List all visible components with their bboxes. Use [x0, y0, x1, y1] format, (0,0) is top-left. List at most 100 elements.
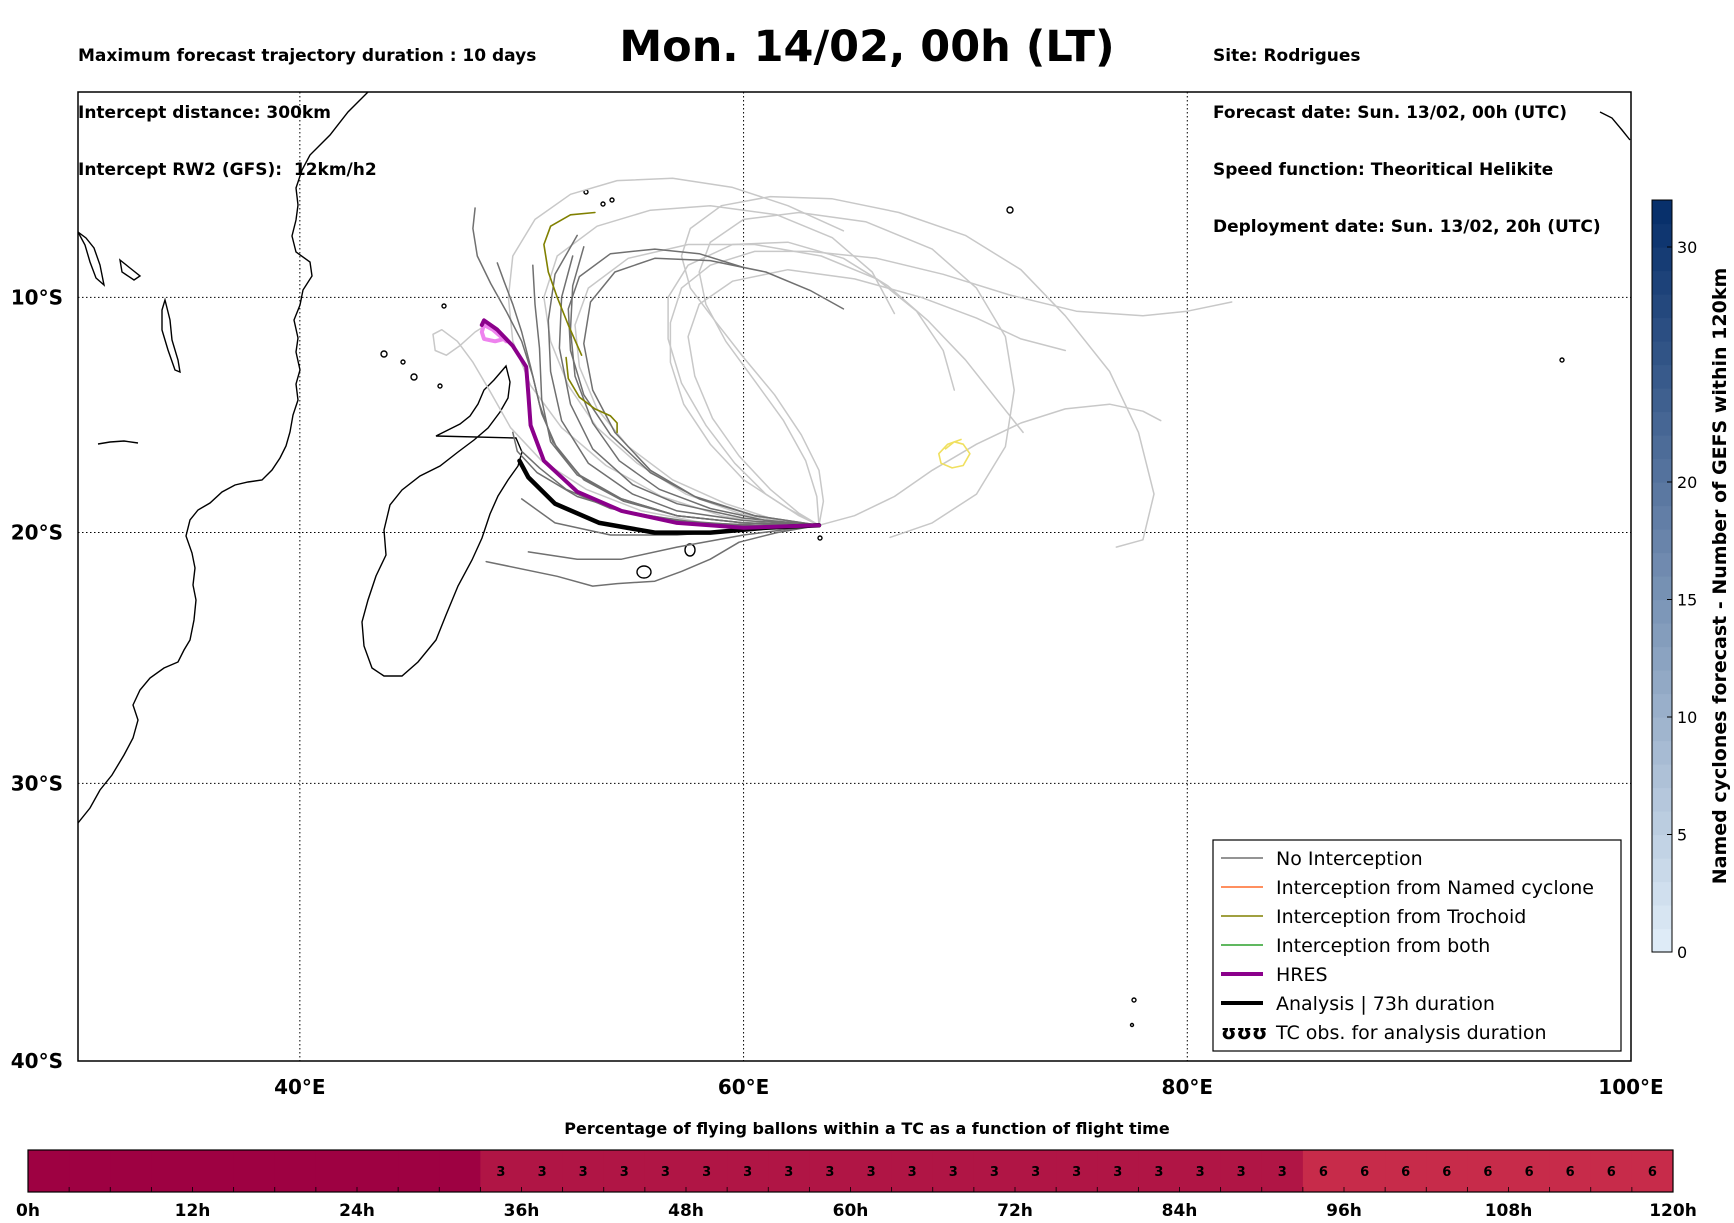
colorbar-step	[1652, 317, 1672, 342]
island	[1559, 357, 1565, 363]
legend-label: HRES	[1276, 964, 1328, 986]
comoros-island	[400, 359, 406, 365]
header-left-info: Maximum forecast trajectory duration : 1…	[78, 9, 536, 199]
flight-time-cell-value: 3	[784, 1165, 793, 1180]
flight-time-tick-label: 84h	[1162, 1201, 1198, 1221]
colorbar-step	[1652, 881, 1672, 906]
flight-time-cell	[1261, 1150, 1304, 1192]
flight-time-cell	[809, 1150, 852, 1192]
flight-time-cell-value: 3	[1237, 1165, 1246, 1180]
legend-swatch-tc-obs: ʊʊʊ	[1221, 1020, 1267, 1044]
flight-time-cell-value: 3	[867, 1165, 876, 1180]
x-tick-label: 40°E	[274, 1075, 326, 1099]
colorbar-step	[1652, 364, 1672, 389]
flight-time-cell	[768, 1150, 810, 1192]
header-left-line: Intercept distance: 300km	[78, 103, 331, 123]
map-grid	[78, 92, 1631, 1061]
map-axis-labels: 40°E 60°E 80°E 100°E 10°S 20°S 30°S 40°S	[11, 285, 1664, 1099]
trajectory-no-interception	[583, 257, 845, 527]
colorbar-tick-label: 0	[1677, 943, 1687, 962]
legend-label: Interception from Trochoid	[1276, 906, 1526, 928]
colorbar-step	[1652, 529, 1672, 554]
page-title: Mon. 14/02, 00h (LT)	[619, 22, 1115, 72]
flight-time-cell-value: 3	[949, 1165, 958, 1180]
africa-coastline	[78, 231, 106, 287]
flight-time-cell	[644, 1150, 687, 1192]
flight-time-cell	[1344, 1150, 1386, 1192]
africa-coastline	[78, 92, 369, 824]
map-frame	[77, 91, 1632, 1062]
coastline	[78, 92, 1631, 1028]
flight-time-cell-value: 3	[1196, 1165, 1205, 1180]
flight-time-tick-label: 12h	[175, 1201, 211, 1221]
y-tick-label: 10°S	[11, 285, 63, 309]
flight-time-tick-label: 96h	[1326, 1201, 1362, 1221]
comoros-island	[410, 373, 418, 381]
flight-time-cell-value: 3	[825, 1165, 834, 1180]
reunion-island	[636, 565, 652, 579]
colorbar-step	[1652, 787, 1672, 812]
flight-time-cell-value: 3	[702, 1165, 711, 1180]
asia-coastline	[1599, 111, 1631, 141]
trajectory-ensemble-light	[574, 243, 956, 527]
flight-time-cell	[1508, 1150, 1551, 1192]
header-left-line: Intercept RW2 (GFS): 12km/h2	[78, 160, 377, 180]
flight-time-cell	[398, 1150, 440, 1192]
island	[1131, 997, 1137, 1003]
header-right-line: Forecast date: Sun. 13/02, 00h (UTC)	[1213, 103, 1568, 123]
flight-time-cell	[357, 1150, 399, 1192]
trajectory-trochoid	[565, 356, 618, 434]
trajectory-ensemble-light	[507, 177, 845, 527]
flight-time-cell	[28, 1150, 70, 1192]
indian-ocean-island	[97, 440, 139, 445]
x-tick-label: 100°E	[1598, 1075, 1663, 1099]
flight-time-tick-label: 120h	[1649, 1201, 1697, 1221]
colorbar-frame	[1651, 199, 1673, 953]
flight-time-cell	[1302, 1150, 1345, 1192]
flight-time-cell	[315, 1150, 358, 1192]
colorbar-step	[1652, 740, 1672, 765]
colorbar-step	[1652, 341, 1672, 366]
trajectory-no-interception	[520, 450, 820, 527]
colorbar-step	[1652, 482, 1672, 507]
flight-time-cell	[151, 1150, 194, 1192]
flight-time-cell-value: 3	[579, 1165, 588, 1180]
flight-time-tick-label: 72h	[997, 1201, 1033, 1221]
trajectory-no-interception	[485, 524, 820, 587]
colorbar-step	[1652, 717, 1672, 742]
trajectory-lines	[432, 177, 1233, 587]
island	[1129, 1022, 1135, 1028]
header-right-line: Deployment date: Sun. 13/02, 20h (UTC)	[1213, 217, 1601, 237]
flight-time-cell	[192, 1150, 235, 1192]
flight-time-cell	[480, 1150, 522, 1192]
colorbar-tick-label: 5	[1677, 826, 1687, 845]
flight-time-cell	[233, 1150, 276, 1192]
map-legend: No Interception Interception from Named c…	[1212, 839, 1622, 1052]
flight-time-cell-value: 3	[743, 1165, 752, 1180]
comoros-island	[380, 350, 388, 358]
flight-time-cell	[727, 1150, 769, 1192]
colorbar-step	[1652, 247, 1672, 272]
indian-ocean-island	[119, 258, 142, 281]
flight-time-cell	[69, 1150, 111, 1192]
trajectory-hres	[479, 318, 821, 530]
flight-time-cell	[1549, 1150, 1592, 1192]
trajectory-ensemble-light	[687, 268, 1067, 527]
trajectory-no-interception	[496, 262, 820, 527]
flight-time-cell-value: 6	[1607, 1165, 1616, 1180]
header-left-line: Maximum forecast trajectory duration : 1…	[78, 46, 537, 66]
flight-time-cell-value: 6	[1525, 1165, 1534, 1180]
flight-time-cell	[850, 1150, 893, 1192]
colorbar-tick-label: 20	[1677, 473, 1697, 492]
trajectory-trochoid	[543, 211, 596, 357]
flight-time-cell	[1056, 1150, 1098, 1192]
flight-time-cell	[1097, 1150, 1139, 1192]
colorbar-step	[1652, 270, 1672, 295]
y-tick-label: 20°S	[11, 521, 63, 545]
trajectory-ensemble-light	[669, 250, 1233, 527]
flight-time-cell	[1179, 1150, 1222, 1192]
y-tick-label: 40°S	[11, 1049, 63, 1073]
flight-time-cell-value: 6	[1442, 1165, 1451, 1180]
header-right-info: Site: Rodrigues Forecast date: Sun. 13/0…	[1213, 9, 1601, 256]
legend-label: Analysis | 73h duration	[1276, 993, 1495, 1015]
